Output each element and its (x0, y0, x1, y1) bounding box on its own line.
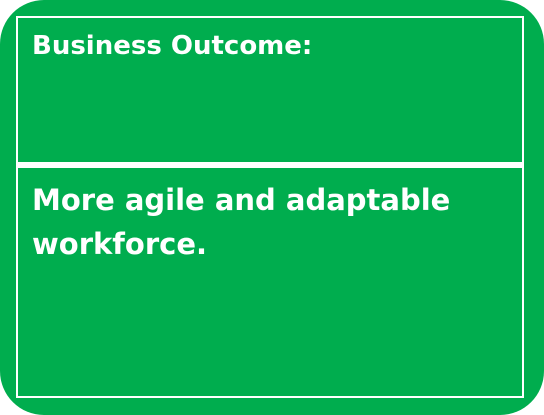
card-title: Business Outcome: (32, 31, 313, 61)
card-body-text: More agile and adaptable workforce. (32, 183, 451, 261)
card-frame (16, 16, 524, 398)
section-divider (16, 162, 524, 168)
